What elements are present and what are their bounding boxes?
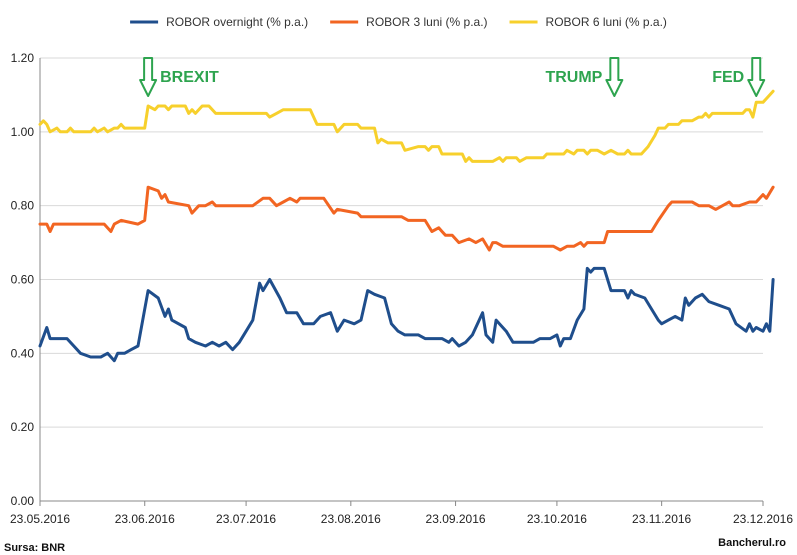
y-tick-label: 0.60 xyxy=(11,273,35,287)
x-tick-label: 23.05.2016 xyxy=(10,512,70,526)
y-tick-label: 0.20 xyxy=(11,420,35,434)
annotation-label: BREXIT xyxy=(160,69,219,86)
gridlines xyxy=(40,57,763,428)
y-tick-label: 0.40 xyxy=(11,346,35,360)
series-line-1 xyxy=(38,185,775,252)
annotation-label: TRUMP xyxy=(545,69,602,86)
annotations: BREXIT TRUMP FED xyxy=(139,57,766,97)
legend-label-0: ROBOR overnight (% p.a.) xyxy=(166,15,308,29)
legend-label-1: ROBOR 3 luni (% p.a.) xyxy=(366,15,487,29)
x-tick-label: 23.10.2016 xyxy=(527,512,587,526)
annotation-arrow-icon xyxy=(139,57,158,97)
legend: ROBOR overnight (% p.a.) ROBOR 3 luni (% … xyxy=(130,15,667,29)
y-tick-label: 1.20 xyxy=(11,51,35,65)
y-tick-label: 0.80 xyxy=(11,199,35,213)
y-tick-label: 0.00 xyxy=(11,494,35,508)
y-tick-label: 1.00 xyxy=(11,125,35,139)
series-line-2 xyxy=(38,89,775,163)
x-tick-label: 23.11.2016 xyxy=(632,512,691,526)
annotation-label: FED xyxy=(712,69,744,86)
x-tick-label: 23.08.2016 xyxy=(321,512,381,526)
series-lines xyxy=(38,89,775,363)
x-tick-label: 23.12.2016 xyxy=(733,512,793,526)
axes: 0.00 0.20 0.40 0.60 0.80 1.00 1.20 23.05.2016 23… xyxy=(10,51,793,526)
annotation-arrow-icon xyxy=(605,57,624,97)
x-tick-label: 23.07.2016 xyxy=(216,512,276,526)
annotation-arrow-icon xyxy=(747,57,766,97)
legend-label-2: ROBOR 6 luni (% p.a.) xyxy=(546,15,667,29)
series-line-0 xyxy=(38,266,775,363)
brand-label: Bancherul.ro xyxy=(718,537,786,549)
x-tick-label: 23.09.2016 xyxy=(426,512,486,526)
source-label: Sursa: BNR xyxy=(4,542,65,554)
x-tick-label: 23.06.2016 xyxy=(115,512,175,526)
footer: Sursa: BNR Bancherul.ro xyxy=(4,537,786,554)
